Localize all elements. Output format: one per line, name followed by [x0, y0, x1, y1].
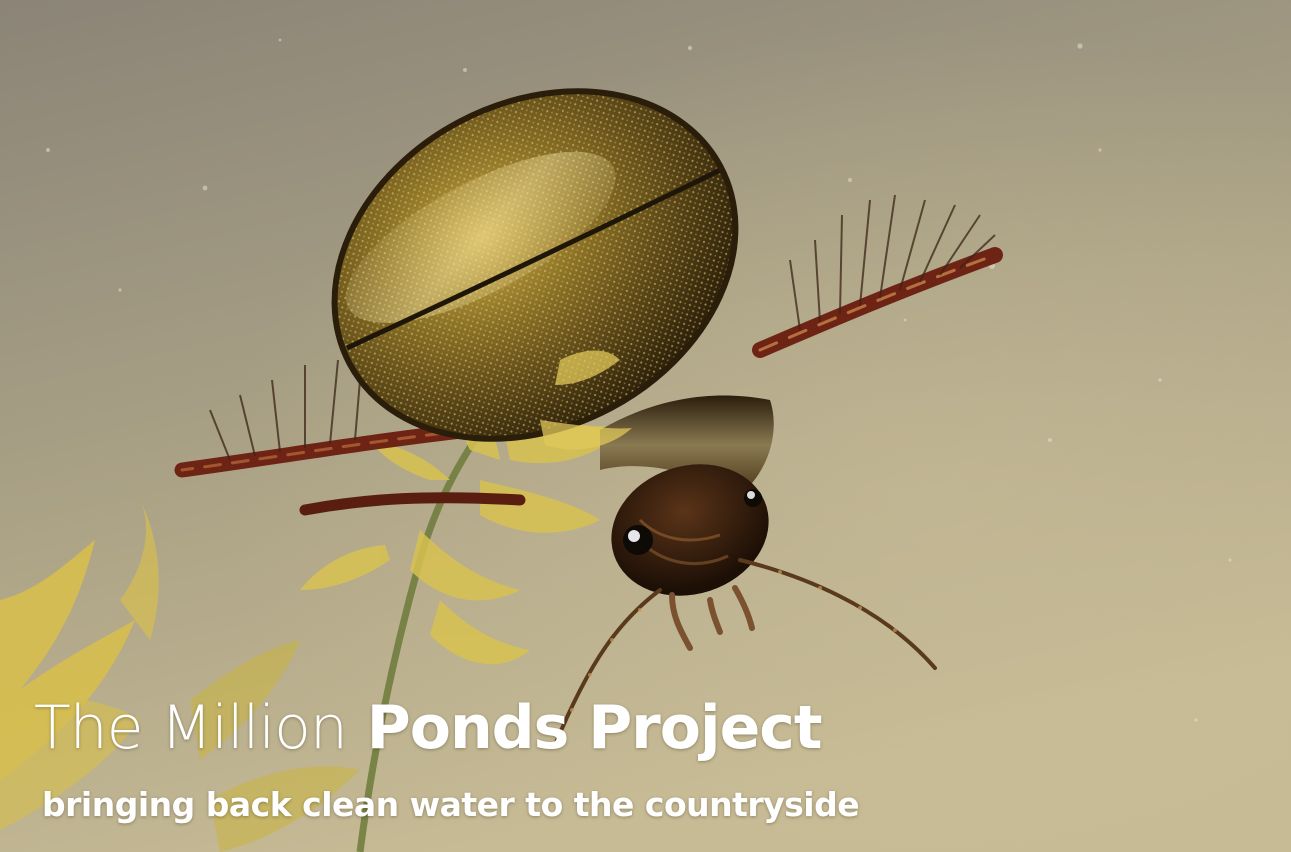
- banner-title: The Million Ponds Project: [34, 690, 823, 766]
- title-bold: Ponds Project: [366, 693, 823, 763]
- banner-subtitle: bringing back clean water to the country…: [42, 785, 860, 824]
- title-light: The Million: [34, 693, 348, 763]
